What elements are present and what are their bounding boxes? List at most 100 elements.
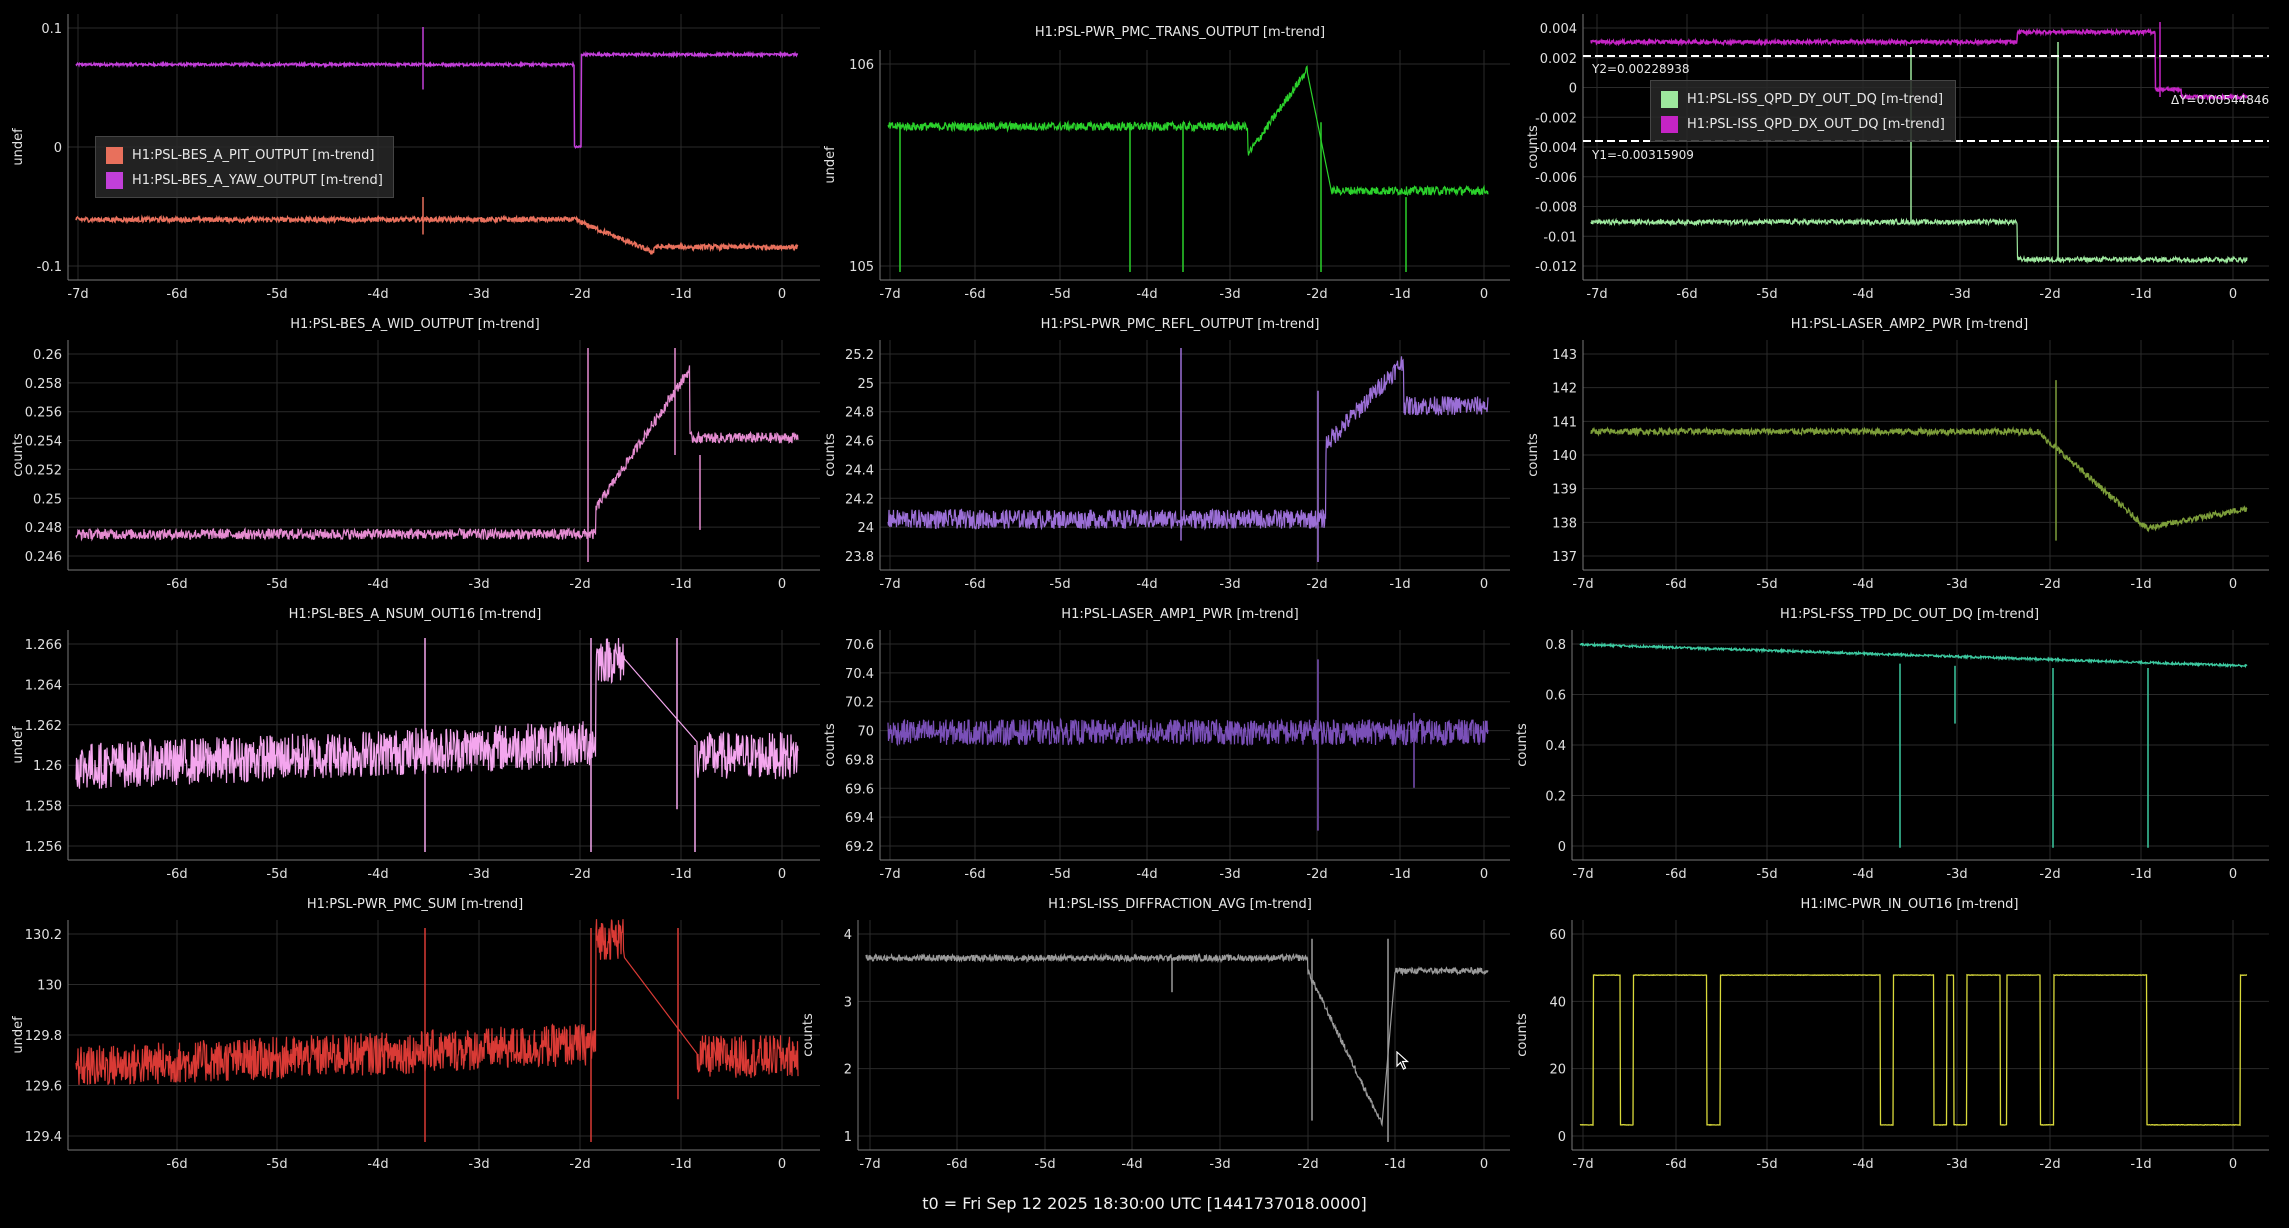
t0-time-label: t0 = Fri Sep 12 2025 18:30:00 UTC [14417… <box>922 1194 1367 1213</box>
series-line <box>1590 217 2248 265</box>
x-tick-label: -4d <box>1136 577 1157 592</box>
x-tick-label: -5d <box>1756 577 1777 592</box>
x-tick-label: -4d <box>1136 287 1157 302</box>
plot-canvas[interactable]: -7d -6d -5d -4d -3d -2d -1d 0 69.2 69.4 69.6 69.8 70… <box>823 595 1530 885</box>
plot-panel-fss-tpd[interactable]: H1:PSL-FSS_TPD_DC_OUT_DQ [m-trend] -7d -6… <box>1515 595 2289 885</box>
y-tick-label: 1 <box>844 1130 852 1145</box>
legend-label: H1:PSL-ISS_QPD_DX_OUT_DQ [m-trend] <box>1687 117 1945 132</box>
plot-panel-imc-pwr-in[interactable]: H1:IMC-PWR_IN_OUT16 [m-trend] -7d -6d -5d -… <box>1515 885 2289 1175</box>
plot-panel-bes-nsum[interactable]: H1:PSL-BES_A_NSUM_OUT16 [m-trend] -6d -5d… <box>0 595 830 885</box>
plot-canvas[interactable]: -6d -5d -4d -3d -2d -1d 0 0.246 0.248 0.25 0.252 0.… <box>0 305 830 595</box>
y-tick-label: -0.002 <box>1535 111 1577 126</box>
x-tick-label: -5d <box>1049 577 1070 592</box>
plot-canvas[interactable]: -7d -6d -5d -4d -3d -2d -1d 0 0 20 40 60 counts <box>1515 885 2289 1175</box>
y-axis-label: counts <box>823 433 838 477</box>
series-line <box>1590 426 2248 533</box>
legend-label: H1:PSL-BES_A_PIT_OUTPUT [m-trend] <box>132 148 375 163</box>
plot-legend: H1:PSL-ISS_QPD_DY_OUT_DQ [m-trend] H1:PS… <box>1650 80 1956 142</box>
x-tick-label: -6d <box>1676 287 1697 302</box>
series-line <box>75 50 799 149</box>
legend-item[interactable]: H1:PSL-ISS_QPD_DX_OUT_DQ [m-trend] <box>1661 112 1945 137</box>
legend-swatch <box>1661 116 1678 133</box>
x-tick-label: -6d <box>1665 577 1686 592</box>
legend-item[interactable]: H1:PSL-BES_A_YAW_OUTPUT [m-trend] <box>106 168 383 193</box>
y-tick-label: 1.266 <box>25 638 62 653</box>
x-tick-label: -7d <box>1572 577 1593 592</box>
plot-canvas[interactable]: -7d -6d -5d -4d -3d -2d -1d 0 0 0.2 0.4 0.6 0.8 count… <box>1515 595 2289 885</box>
x-tick-label: -2d <box>2039 1157 2060 1172</box>
y-axis-label: counts <box>1526 125 1541 169</box>
x-tick-label: -1d <box>2130 577 2151 592</box>
y-tick-label: 143 <box>1552 348 1577 363</box>
y-tick-label: 0.256 <box>25 406 62 421</box>
x-tick-label: -4d <box>367 867 388 882</box>
x-tick-label: 0 <box>1480 287 1488 302</box>
cursor-y1-label: Y1=-0.00315909 <box>1592 148 1694 162</box>
x-tick-label: -5d <box>1034 1157 1055 1172</box>
y-tick-label: 138 <box>1552 516 1577 531</box>
x-tick-label: -3d <box>468 1157 489 1172</box>
y-tick-label: 70.2 <box>845 696 874 711</box>
x-tick-label: -6d <box>1665 1157 1686 1172</box>
x-tick-label: -3d <box>1949 287 1970 302</box>
plot-panel-iss-diffraction[interactable]: H1:PSL-ISS_DIFFRACTION_AVG [m-trend] -7d… <box>801 885 1530 1175</box>
plot-panel-iss-qpd[interactable]: -7d -6d -5d -4d -3d -2d -1d 0 -0.012 -0.01 -0.008 -… <box>1526 0 2289 305</box>
x-tick-label: -2d <box>2039 287 2060 302</box>
x-tick-label: -2d <box>1306 577 1327 592</box>
plot-panel-amp1-pwr[interactable]: H1:PSL-LASER_AMP1_PWR [m-trend] -7d -6d -5… <box>823 595 1530 885</box>
series-line <box>887 356 1489 531</box>
y-axis-label: undef <box>11 1016 26 1054</box>
x-tick-label: -2d <box>569 867 590 882</box>
y-tick-label: 0.1 <box>41 22 62 37</box>
x-tick-label: -4d <box>1852 577 1873 592</box>
x-tick-label: -1d <box>670 1157 691 1172</box>
plot-title: H1:PSL-ISS_DIFFRACTION_AVG [m-trend] <box>1048 897 1312 912</box>
plot-canvas[interactable]: -7d -6d -5d -4d -3d -2d -1d 0 105 106 undef <box>823 0 1530 305</box>
x-tick-label: -1d <box>2130 287 2151 302</box>
x-tick-label: -4d <box>1852 287 1873 302</box>
x-tick-label: -1d <box>2130 867 2151 882</box>
x-tick-label: -4d <box>367 287 388 302</box>
y-tick-label: 25.2 <box>845 348 874 363</box>
x-tick-label: -7d <box>859 1157 880 1172</box>
x-tick-label: -4d <box>1121 1157 1142 1172</box>
plot-panel-pmc-trans[interactable]: H1:PSL-PWR_PMC_TRANS_OUTPUT [m-trend] -7… <box>823 0 1530 305</box>
x-tick-label: -3d <box>1219 577 1240 592</box>
y-axis-label: counts <box>801 1013 816 1057</box>
y-tick-label: 129.8 <box>25 1029 62 1044</box>
y-tick-label: 142 <box>1552 382 1577 397</box>
plot-title: H1:PSL-LASER_AMP2_PWR [m-trend] <box>1790 317 2029 332</box>
x-tick-label: -6d <box>964 577 985 592</box>
plot-canvas[interactable]: -7d -6d -5d -4d -3d -2d -1d 0 -0.012 -0.01 -0.008 -… <box>1526 0 2289 305</box>
x-tick-label: -5d <box>1049 867 1070 882</box>
x-tick-label: -1d <box>1384 1157 1405 1172</box>
plot-panel-pmc-sum[interactable]: H1:PSL-PWR_PMC_SUM [m-trend] -6d -5d -4d -3… <box>0 885 830 1175</box>
plot-panel-bes-wid[interactable]: H1:PSL-BES_A_WID_OUTPUT [m-trend] -6d -5d… <box>0 305 830 595</box>
plot-title: H1:PSL-FSS_TPD_DC_OUT_DQ [m-trend] <box>1779 607 2040 622</box>
x-tick-label: -2d <box>569 577 590 592</box>
plot-title: H1:PSL-PWR_PMC_TRANS_OUTPUT [m-trend] <box>1034 25 1326 40</box>
y-tick-label: 129.6 <box>25 1080 62 1095</box>
plot-canvas[interactable]: -6d -5d -4d -3d -2d -1d 0 1.256 1.258 1.26 1.262 1.… <box>0 595 830 885</box>
y-tick-label: 0.004 <box>1540 22 1577 37</box>
legend-item[interactable]: H1:PSL-BES_A_PIT_OUTPUT [m-trend] <box>106 143 383 168</box>
y-tick-label: 40 <box>1549 995 1566 1010</box>
plot-canvas[interactable]: -7d -6d -5d -4d -3d -2d -1d 0 137 138 139 140 141 142… <box>1526 305 2289 595</box>
plot-title: H1:PSL-PWR_PMC_SUM [m-trend] <box>306 897 524 912</box>
plot-title: H1:PSL-BES_A_NSUM_OUT16 [m-trend] <box>288 607 542 622</box>
x-tick-label: -7d <box>1586 287 1607 302</box>
y-tick-label: 0.26 <box>33 348 62 363</box>
plot-canvas[interactable]: -7d -6d -5d -4d -3d -2d -1d 0 1 2 3 4 counts <box>801 885 1530 1175</box>
x-tick-label: -2d <box>1297 1157 1318 1172</box>
plot-panel-amp2-pwr[interactable]: H1:PSL-LASER_AMP2_PWR [m-trend] -7d -6d -5… <box>1526 305 2289 595</box>
y-tick-label: 69.4 <box>845 811 874 826</box>
y-tick-label: 139 <box>1552 483 1577 498</box>
legend-swatch <box>106 147 123 164</box>
plot-canvas[interactable]: -7d -6d -5d -4d -3d -2d -1d 0 23.8 24 24.2 24.4 24.6… <box>823 305 1530 595</box>
legend-item[interactable]: H1:PSL-ISS_QPD_DY_OUT_DQ [m-trend] <box>1661 87 1945 112</box>
y-tick-label: 1.256 <box>25 840 62 855</box>
plot-canvas[interactable]: -6d -5d -4d -3d -2d -1d 0 129.4 129.6 129.8 130 130… <box>0 885 830 1175</box>
plot-panel-pmc-refl[interactable]: H1:PSL-PWR_PMC_REFL_OUTPUT [m-trend] -7d… <box>823 305 1530 595</box>
plot-panel-bes-pit-yaw[interactable]: -7d -6d -5d -4d -3d -2d -1d 0 -0.1 0 0.1 undef H1:P… <box>0 0 830 305</box>
y-tick-label: 1.264 <box>25 678 62 693</box>
